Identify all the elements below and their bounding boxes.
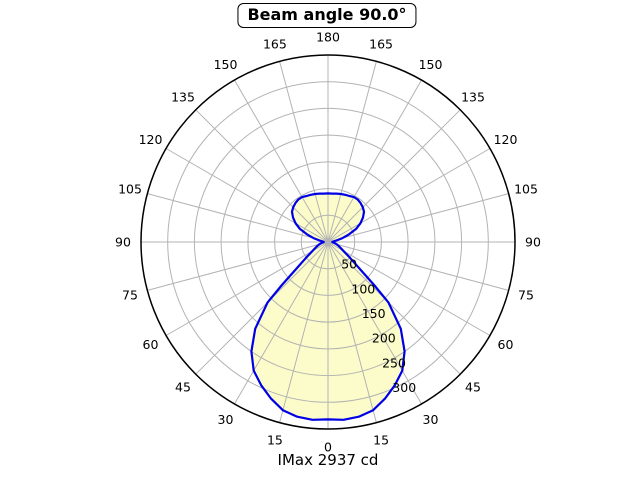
- angle-tick-label: 165: [263, 37, 287, 52]
- angle-tick-label: 45: [175, 380, 191, 395]
- polar-grid-spoke: [165, 148, 329, 243]
- angle-tick-label: 45: [465, 380, 481, 395]
- radial-tick-label: 300: [392, 380, 416, 395]
- polar-grid-spoke: [234, 241, 329, 405]
- polar-grid-spoke: [327, 148, 491, 243]
- polar-grid-spoke: [327, 241, 509, 291]
- radial-tick-label: 100: [351, 281, 375, 296]
- polar-grid-spoke: [327, 61, 377, 243]
- polar-grid-spoke: [195, 109, 329, 243]
- polar-grid-spoke: [147, 193, 329, 243]
- angle-tick-label: 90: [115, 235, 131, 250]
- polar-grid-spoke: [327, 79, 422, 243]
- angle-tick-label: 165: [369, 37, 393, 52]
- angle-tick-label: 0: [324, 440, 332, 455]
- radial-tick-label: 250: [382, 355, 406, 370]
- angle-tick-label: 120: [139, 132, 163, 147]
- angle-tick-label: 15: [373, 433, 389, 448]
- angle-tick-label: 30: [218, 412, 234, 427]
- intensity-curve: [250, 192, 406, 421]
- angle-tick-label: 75: [122, 288, 138, 303]
- radial-tick-label: 150: [362, 306, 386, 321]
- polar-grid-spoke: [327, 109, 461, 243]
- radial-tick-label: 200: [372, 331, 396, 346]
- angle-tick-label: 135: [461, 90, 485, 105]
- angle-tick-label: 30: [423, 412, 439, 427]
- angle-tick-label: 15: [267, 433, 283, 448]
- imax-label: IMax 2937 cd: [277, 451, 379, 469]
- angle-tick-label: 180: [316, 30, 340, 45]
- polar-grid-spoke: [279, 61, 329, 243]
- polar-grid-spoke: [327, 193, 509, 243]
- angle-tick-label: 105: [118, 181, 142, 196]
- angle-tick-label: 150: [214, 57, 238, 72]
- polar-grid-spoke: [327, 241, 461, 375]
- polar-grid-spoke: [147, 241, 329, 291]
- angle-tick-label: 90: [525, 235, 541, 250]
- polar-grid-spoke: [327, 241, 377, 423]
- polar-grid-spoke: [279, 241, 329, 423]
- angle-tick-label: 150: [419, 57, 443, 72]
- polar-grid-spoke: [195, 241, 329, 375]
- angle-tick-label: 75: [518, 288, 534, 303]
- angle-tick-label: 105: [514, 181, 538, 196]
- angle-tick-label: 135: [171, 90, 195, 105]
- polar-grid-spoke: [327, 241, 422, 405]
- angle-tick-label: 60: [498, 337, 514, 352]
- angle-tick-label: 60: [143, 337, 159, 352]
- chart-title: Beam angle 90.0°: [237, 3, 417, 28]
- polar-grid-spoke: [327, 241, 491, 336]
- polar-outline: [140, 54, 516, 430]
- polar-grid-spoke: [165, 241, 329, 336]
- angle-tick-label: 120: [494, 132, 518, 147]
- polar-grid-spoke: [234, 79, 329, 243]
- radial-tick-label: 50: [341, 257, 357, 272]
